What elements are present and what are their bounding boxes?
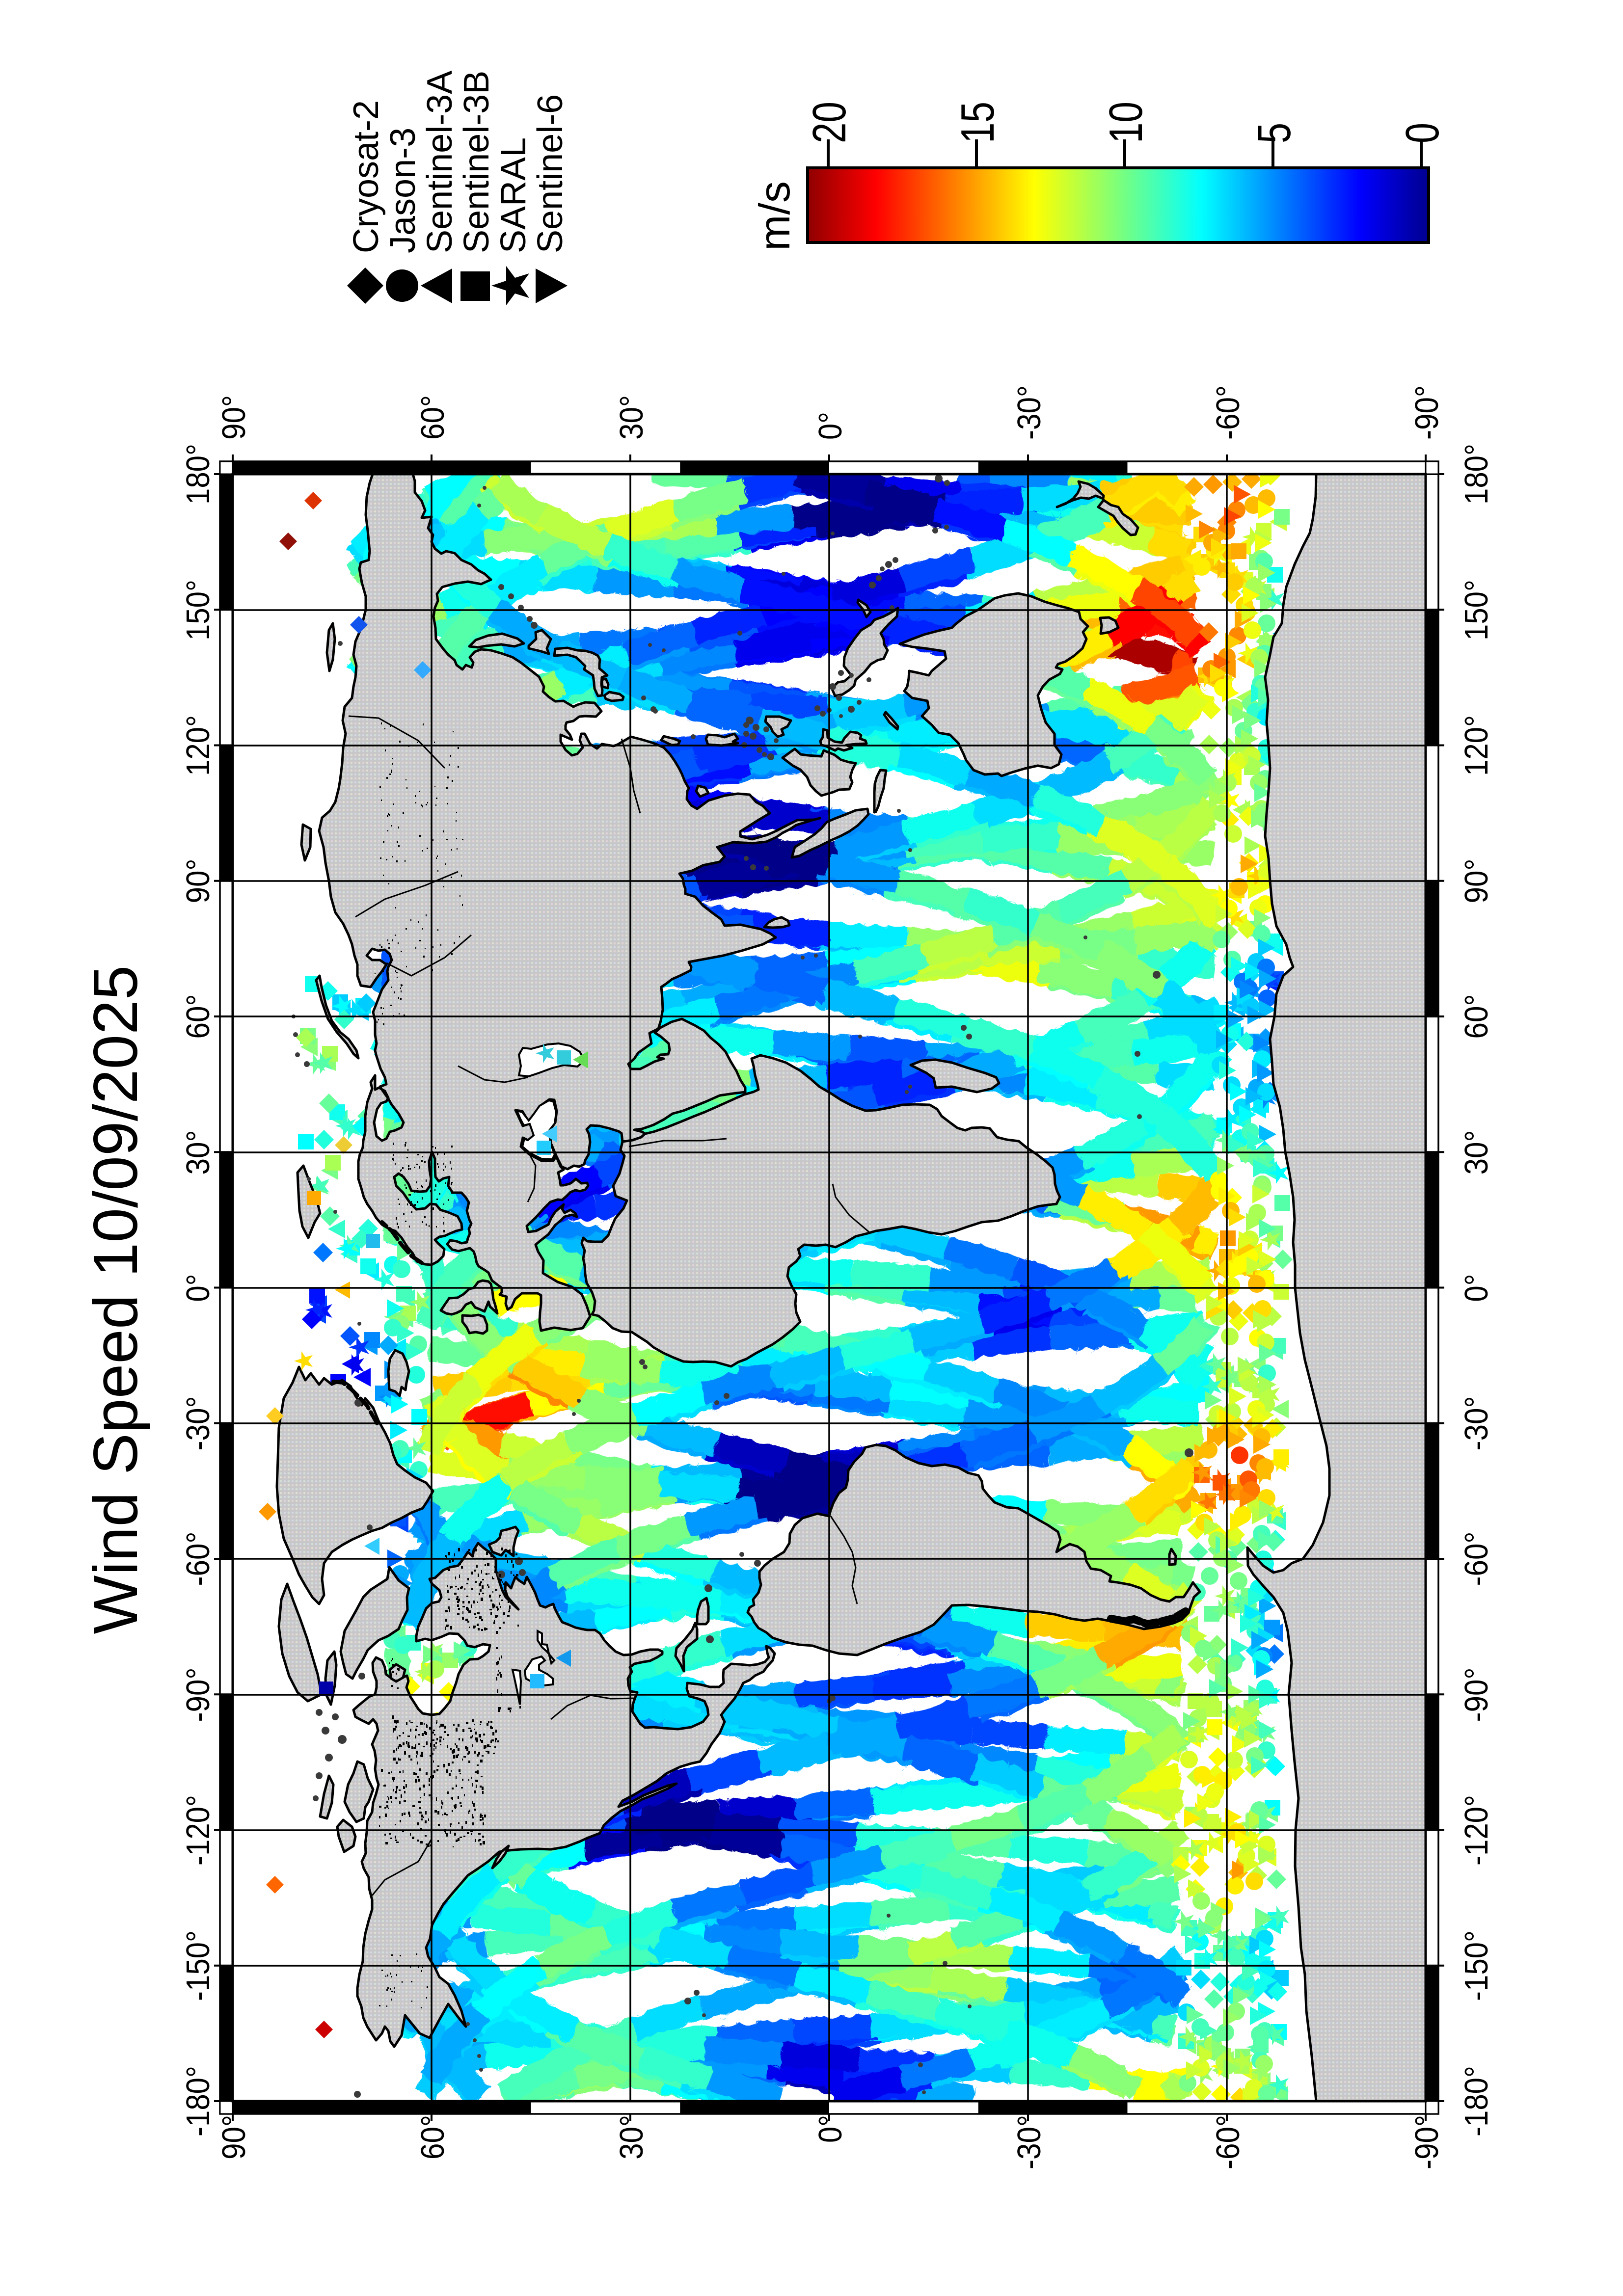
- svg-text:150°: 150°: [180, 580, 216, 641]
- svg-text:-60°: -60°: [180, 1532, 216, 1586]
- svg-text:120°: 120°: [1458, 715, 1495, 776]
- svg-text:-90°: -90°: [1458, 1668, 1495, 1722]
- svg-text:-60°: -60°: [1458, 1532, 1495, 1586]
- svg-text:-150°: -150°: [1458, 1930, 1495, 2001]
- svg-text:180°: 180°: [1458, 444, 1495, 505]
- svg-text:30°: 30°: [613, 395, 650, 440]
- svg-text:90°: 90°: [216, 395, 252, 440]
- svg-text:SARAL: SARAL: [494, 137, 533, 253]
- svg-text:60°: 60°: [414, 2115, 451, 2160]
- svg-text:-150°: -150°: [180, 1930, 216, 2001]
- svg-text:-90°: -90°: [1408, 385, 1445, 440]
- svg-text:30°: 30°: [180, 1130, 216, 1175]
- svg-text:-120°: -120°: [1458, 1795, 1495, 1866]
- svg-text:-60°: -60°: [1210, 385, 1246, 440]
- svg-text:-60°: -60°: [1210, 2115, 1246, 2169]
- svg-text:Jason-3: Jason-3: [383, 128, 423, 253]
- svg-text:-90°: -90°: [180, 1668, 216, 1722]
- svg-text:60°: 60°: [1458, 994, 1495, 1039]
- svg-text:60°: 60°: [414, 395, 451, 440]
- svg-text:m/s: m/s: [750, 181, 799, 251]
- svg-text:90°: 90°: [1458, 859, 1495, 904]
- svg-text:10: 10: [1100, 102, 1152, 143]
- svg-text:30°: 30°: [613, 2115, 650, 2160]
- svg-text:0: 0: [1396, 123, 1449, 143]
- svg-text:-180°: -180°: [1458, 2066, 1495, 2136]
- svg-text:30°: 30°: [1458, 1130, 1495, 1175]
- svg-text:Wind Speed 10/09/2025: Wind Speed 10/09/2025: [81, 965, 150, 1634]
- svg-text:Sentinel-3A: Sentinel-3A: [420, 71, 460, 253]
- svg-text:5: 5: [1248, 123, 1300, 143]
- svg-text:15: 15: [951, 102, 1004, 143]
- svg-text:0°: 0°: [812, 412, 849, 440]
- svg-text:-30°: -30°: [1458, 1396, 1495, 1451]
- svg-text:0°: 0°: [812, 2115, 849, 2143]
- svg-text:-30°: -30°: [1011, 385, 1048, 440]
- svg-text:Sentinel-3B: Sentinel-3B: [457, 71, 496, 253]
- svg-text:90°: 90°: [180, 859, 216, 904]
- svg-text:Sentinel-6: Sentinel-6: [531, 94, 570, 253]
- svg-text:60°: 60°: [180, 994, 216, 1039]
- svg-text:-90°: -90°: [1408, 2115, 1445, 2169]
- svg-text:20: 20: [803, 102, 856, 143]
- svg-text:Cryosat-2: Cryosat-2: [347, 100, 386, 253]
- svg-text:120°: 120°: [180, 715, 216, 776]
- svg-text:150°: 150°: [1458, 580, 1495, 641]
- svg-text:90°: 90°: [216, 2115, 252, 2160]
- svg-text:0°: 0°: [1458, 1274, 1495, 1302]
- svg-text:0°: 0°: [180, 1274, 216, 1302]
- svg-text:-30°: -30°: [1011, 2115, 1048, 2169]
- svg-text:180°: 180°: [180, 444, 216, 505]
- svg-text:-180°: -180°: [180, 2066, 216, 2136]
- svg-text:-30°: -30°: [180, 1396, 216, 1451]
- svg-text:-120°: -120°: [180, 1795, 216, 1866]
